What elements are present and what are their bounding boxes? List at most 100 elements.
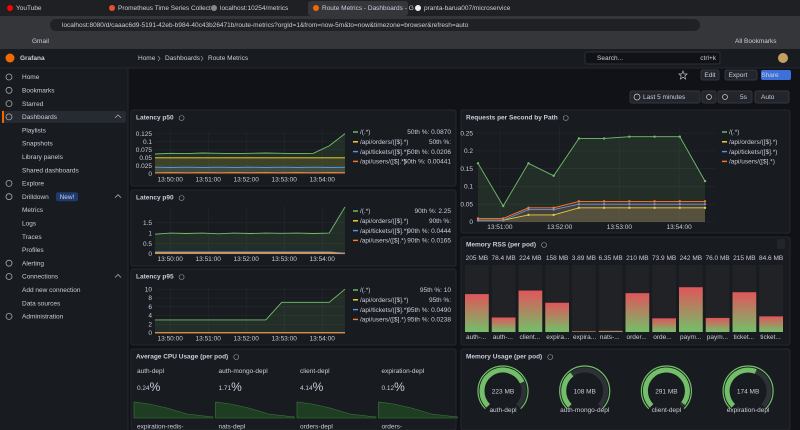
y-tick-label: 10 [145,286,153,293]
share-label[interactable]: Share [761,72,779,79]
bar-name: paym... [680,334,702,341]
stat-number: 4.14 [300,385,313,392]
legend-name[interactable]: /api/users/([$].*) [729,159,775,166]
star-icon[interactable] [678,70,688,80]
tab-title[interactable]: pranta-barua007/microservice [424,5,511,12]
series-point [628,203,631,206]
tab-title[interactable]: Route Metrics - Dashboards - G [322,5,414,12]
series-line [477,136,706,207]
export-btn[interactable] [724,69,758,81]
nav-item[interactable]: Starred [22,101,44,108]
stat-name: auth-depl [137,368,165,375]
series-point [678,135,681,138]
series-point [502,217,505,220]
legend-name[interactable]: /(.*) [360,129,370,136]
nav-subitem[interactable]: Add new connection [22,287,81,294]
legend-name[interactable]: /(.*) [729,129,739,136]
url[interactable]: localhost:8080/d/caaac6d9-5191-42eb-b984… [62,22,469,29]
tab-title[interactable]: Prometheus Time Series Collect [118,5,211,12]
auto-btn[interactable] [754,90,790,104]
panel-menu[interactable] [777,239,785,249]
y-tick-label: 0 [469,219,473,226]
tab-title[interactable]: localhost:10254/metrics [220,5,289,12]
nav-subitem[interactable]: Library panels [22,154,64,161]
nav-item[interactable]: Explore [22,181,44,188]
edit-label[interactable]: Edit [704,72,715,79]
x-tick-label: 13:53:00 [607,224,633,231]
series-point [678,206,681,209]
nav-item[interactable]: Connections [22,274,59,281]
series-point [703,179,707,183]
series-point [527,208,530,211]
breadcrumb[interactable]: Dashboards [165,55,201,62]
nav-subitem[interactable]: Snapshots [22,141,53,148]
legend-name[interactable]: /api/tickets/([$].*) [360,149,408,156]
legend-name[interactable]: /(.*) [360,208,370,215]
info-icon [562,115,569,121]
nav-subitem[interactable]: Logs [22,221,37,228]
search-placeholder[interactable]: Search... [597,55,623,62]
series-area [478,207,705,222]
nav-subitem[interactable]: Profiles [22,247,44,254]
refresh-interval[interactable]: 5s [740,94,748,101]
nav-item[interactable]: Dashboards [22,114,58,121]
time-range[interactable]: Last 5 minutes [643,94,686,101]
bar-name: orde... [653,334,672,341]
bookmark[interactable]: All Bookmarks [735,38,777,45]
bar [572,331,596,332]
tab-title[interactable]: YouTube [16,5,42,12]
legend-swatch [722,141,727,143]
legend-name[interactable]: /api/tickets/([$].*) [729,149,777,156]
nav-subitem[interactable]: Playlists [22,127,47,134]
nav-subitem[interactable]: Data sources [22,300,61,307]
legend-name[interactable]: /api/users/([$].*) [360,317,406,324]
legend-name[interactable]: /(.*) [360,287,370,294]
x-tick-label: 13:50:00 [158,256,184,263]
series-point [577,200,581,203]
nav-item[interactable]: Alerting [22,260,44,267]
info-icon [547,354,554,360]
nav-subitem[interactable]: Metrics [22,207,44,214]
series-point [653,203,656,206]
legend-name[interactable]: /api/tickets/([$].*) [360,307,408,314]
bar-name: expira... [546,334,569,341]
export-label[interactable]: Export [729,72,748,79]
legend-name[interactable]: /api/orders/([$].*) [360,218,408,225]
nav-item[interactable]: Drilldown [22,194,49,201]
legend-value: 95th %: 10 [420,287,451,294]
auto-label[interactable]: Auto [761,94,775,101]
share-btn[interactable] [761,70,791,80]
bookmark[interactable]: Gmail [32,38,50,45]
legend-name[interactable]: /api/orders/([$].*) [360,139,408,146]
series-point [552,206,555,209]
nav-item[interactable]: Administration [22,314,64,321]
legend-name[interactable]: /api/users/([$].*) [360,238,406,245]
series-line [154,206,346,235]
edit-btn[interactable] [700,69,720,81]
nav-icon [5,179,13,187]
series-point [703,203,707,206]
nav-subitem[interactable]: Shared dashboards [22,167,79,174]
series-point [678,203,681,206]
zoom-btn[interactable] [701,90,717,104]
grafana-logo[interactable] [5,53,15,63]
series-point [653,206,656,209]
gauge-name: client-depl [652,407,682,414]
time-btn[interactable] [629,90,701,104]
legend-name[interactable]: /api/orders/([$].*) [729,139,777,146]
legend-name[interactable]: /api/users/([$].*) [360,159,406,166]
series-area [155,207,345,254]
refresh-btn[interactable] [717,90,753,104]
nav-item[interactable]: Bookmarks [22,88,55,95]
nav-subitem[interactable]: Traces [22,234,42,241]
avatar[interactable] [778,53,788,63]
nav-item[interactable]: Home [22,74,40,81]
search-box[interactable] [584,51,721,65]
legend-name[interactable]: /api/orders/([$].*) [360,297,408,304]
badge-bg [56,192,78,202]
gauge-threshold [559,365,611,410]
legend-swatch [353,239,358,242]
address-bar[interactable] [50,19,700,31]
breadcrumb[interactable]: Home [138,55,156,62]
legend-name[interactable]: /api/tickets/([$].*) [360,228,408,235]
